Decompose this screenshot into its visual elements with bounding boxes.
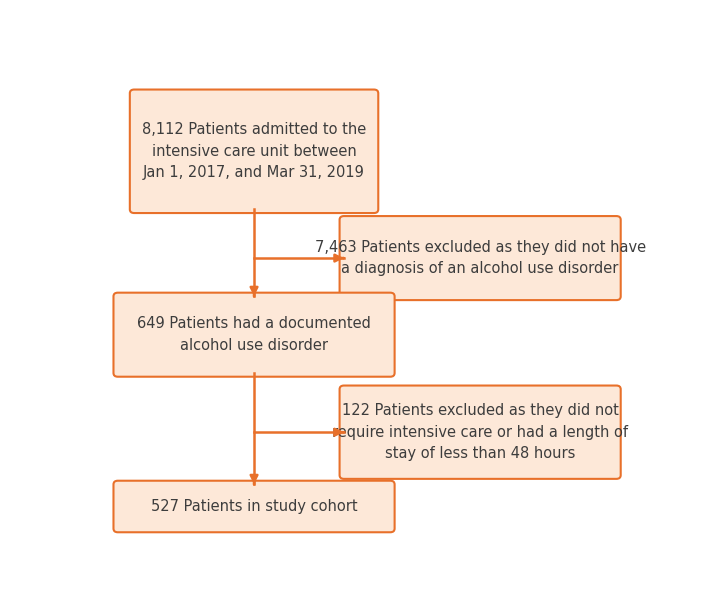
FancyBboxPatch shape xyxy=(113,481,394,532)
Text: 649 Patients had a documented
alcohol use disorder: 649 Patients had a documented alcohol us… xyxy=(137,317,371,353)
FancyBboxPatch shape xyxy=(130,89,378,213)
Text: 122 Patients excluded as they did not
require intensive care or had a length of
: 122 Patients excluded as they did not re… xyxy=(332,403,628,461)
FancyBboxPatch shape xyxy=(113,292,394,377)
Text: 7,463 Patients excluded as they did not have
a diagnosis of an alcohol use disor: 7,463 Patients excluded as they did not … xyxy=(314,240,646,276)
Text: 8,112 Patients admitted to the
intensive care unit between
Jan 1, 2017, and Mar : 8,112 Patients admitted to the intensive… xyxy=(142,122,366,180)
FancyBboxPatch shape xyxy=(340,216,621,300)
FancyBboxPatch shape xyxy=(340,385,621,479)
Text: 527 Patients in study cohort: 527 Patients in study cohort xyxy=(150,499,357,514)
